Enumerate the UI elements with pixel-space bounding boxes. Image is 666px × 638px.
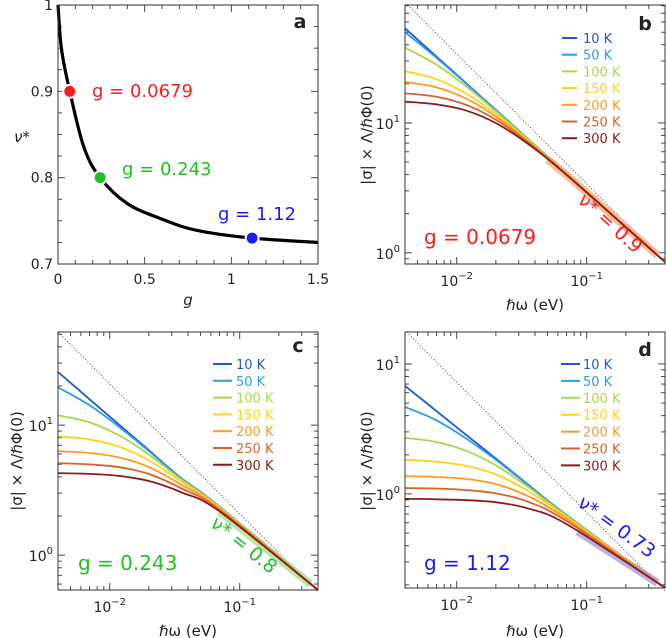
y-tick-label: 100 [376, 485, 400, 504]
reference-power-law-line [406, 331, 666, 592]
legend-label: 200 K [236, 425, 274, 440]
x-axis-label: ℏω (eV) [159, 622, 217, 638]
y-tick-label: 100 [376, 244, 400, 263]
legend-label: 250 K [583, 116, 621, 131]
x-tick-label: 10−1 [570, 271, 603, 290]
marker-point [62, 83, 78, 99]
panel-letter: d [638, 339, 652, 361]
legend-label: 100 K [236, 392, 274, 407]
reference-power-law-line [57, 331, 319, 593]
legend-label: 100 K [583, 65, 621, 80]
legend-label: 150 K [583, 409, 621, 424]
plot-frame [404, 331, 666, 589]
x-tick-label: 10−1 [223, 597, 256, 616]
legend-label: 10 K [236, 358, 266, 373]
legend-label: 300 K [236, 459, 274, 474]
axis-ticks [404, 332, 666, 588]
x-tick-label: 10−1 [570, 595, 603, 614]
y-tick-label: 0.9 [31, 84, 53, 100]
legend-label: 50 K [583, 375, 613, 390]
y-axis-label: |σ| × Λ/ℏΦ(0) [8, 411, 26, 511]
legend-label: 50 K [583, 49, 613, 64]
x-tick-label: 0 [54, 272, 63, 288]
series-line-300K [404, 100, 666, 263]
series-line-300K [404, 498, 666, 589]
g-value-label: g = 0.243 [78, 551, 177, 575]
legend-label: 150 K [236, 408, 274, 423]
legend-label: 150 K [583, 82, 621, 97]
x-tick-label: 1.5 [307, 272, 329, 288]
nu-star-fit-label: ν* = 0.8 [206, 512, 281, 578]
legend-label: 300 K [583, 132, 621, 147]
y-tick-label: 1 [44, 0, 53, 14]
legend-label: 300 K [583, 459, 621, 474]
legend-label: 200 K [583, 99, 621, 114]
y-tick-label: 100 [29, 546, 53, 565]
panel-b-conductivity-g-0.0679: 10−2 10−1 100 101 ℏω (eV) |σ| × Λ/ℏΦ(0) 10 K 50… [358, 4, 666, 314]
plot-frame [57, 4, 319, 265]
x-tick-label: 10−2 [440, 595, 473, 614]
y-tick-label: 101 [29, 416, 53, 435]
g-value-label: g = 0.0679 [424, 225, 536, 249]
panel-d-conductivity-g-1.12: 10−2 10−1 100 101 ℏω (eV) |σ| × Λ/ℏΦ(0) 10 K 50… [358, 331, 666, 638]
legend-label: 200 K [583, 426, 621, 441]
marker-point [244, 230, 260, 246]
panel-letter: a [294, 11, 307, 33]
x-axis-label: g [183, 291, 193, 309]
panel-a-nu-star-vs-g: 0 0.5 1 1.5 0.7 0.8 0.9 1 g ν* g = 0.0679 g = 0.243… [14, 0, 329, 309]
panel-letter: b [638, 13, 652, 35]
y-axis-label: ν* [14, 128, 30, 146]
x-tick-label: 0.5 [134, 272, 156, 288]
x-tick-label: 1 [227, 272, 236, 288]
y-tick-label: 0.8 [31, 171, 53, 187]
x-axis-label: ℏω (eV) [506, 296, 564, 314]
legend-label: 250 K [583, 443, 621, 458]
g-value-label: g = 0.0679 [92, 81, 193, 102]
legend-label: 10 K [583, 32, 613, 47]
x-tick-label: 10−2 [93, 597, 126, 616]
x-tick-label: 10−2 [440, 271, 473, 290]
g-value-label: g = 1.12 [424, 551, 511, 575]
axis-ticks [57, 4, 319, 265]
y-tick-label: 0.7 [31, 257, 53, 273]
legend-label: 10 K [583, 358, 613, 373]
plot-frame [404, 4, 666, 265]
series-line-250K [57, 462, 319, 591]
series-line-200K [404, 475, 666, 589]
nu-star-curve [56, 4, 319, 244]
y-tick-label: 101 [376, 355, 400, 374]
legend-label: 100 K [583, 392, 621, 407]
x-axis-label: ℏω (eV) [506, 622, 564, 638]
series-line-150K [404, 458, 666, 589]
legend-label: 50 K [236, 375, 266, 390]
series-line-250K [404, 487, 666, 589]
axis-ticks [57, 332, 319, 590]
nu-star-fit-label: ν* = 0.9 [574, 189, 647, 258]
marker-point [92, 170, 108, 186]
g-value-label: g = 0.243 [122, 159, 211, 180]
panel-c-conductivity-g-0.243: 10−2 10−1 100 101 ℏω (eV) |σ| × Λ/ℏΦ(0) 10 K 50… [8, 331, 319, 638]
panel-letter: c [292, 335, 303, 357]
plot-frame [57, 331, 319, 591]
y-axis-label: |σ| × Λ/ℏΦ(0) [358, 85, 376, 185]
g-value-label: g = 1.12 [218, 204, 296, 225]
y-axis-label: |σ| × Λ/ℏΦ(0) [358, 411, 376, 511]
y-tick-label: 101 [376, 114, 400, 133]
series-line-300K [57, 472, 319, 591]
legend-label: 250 K [236, 442, 274, 457]
